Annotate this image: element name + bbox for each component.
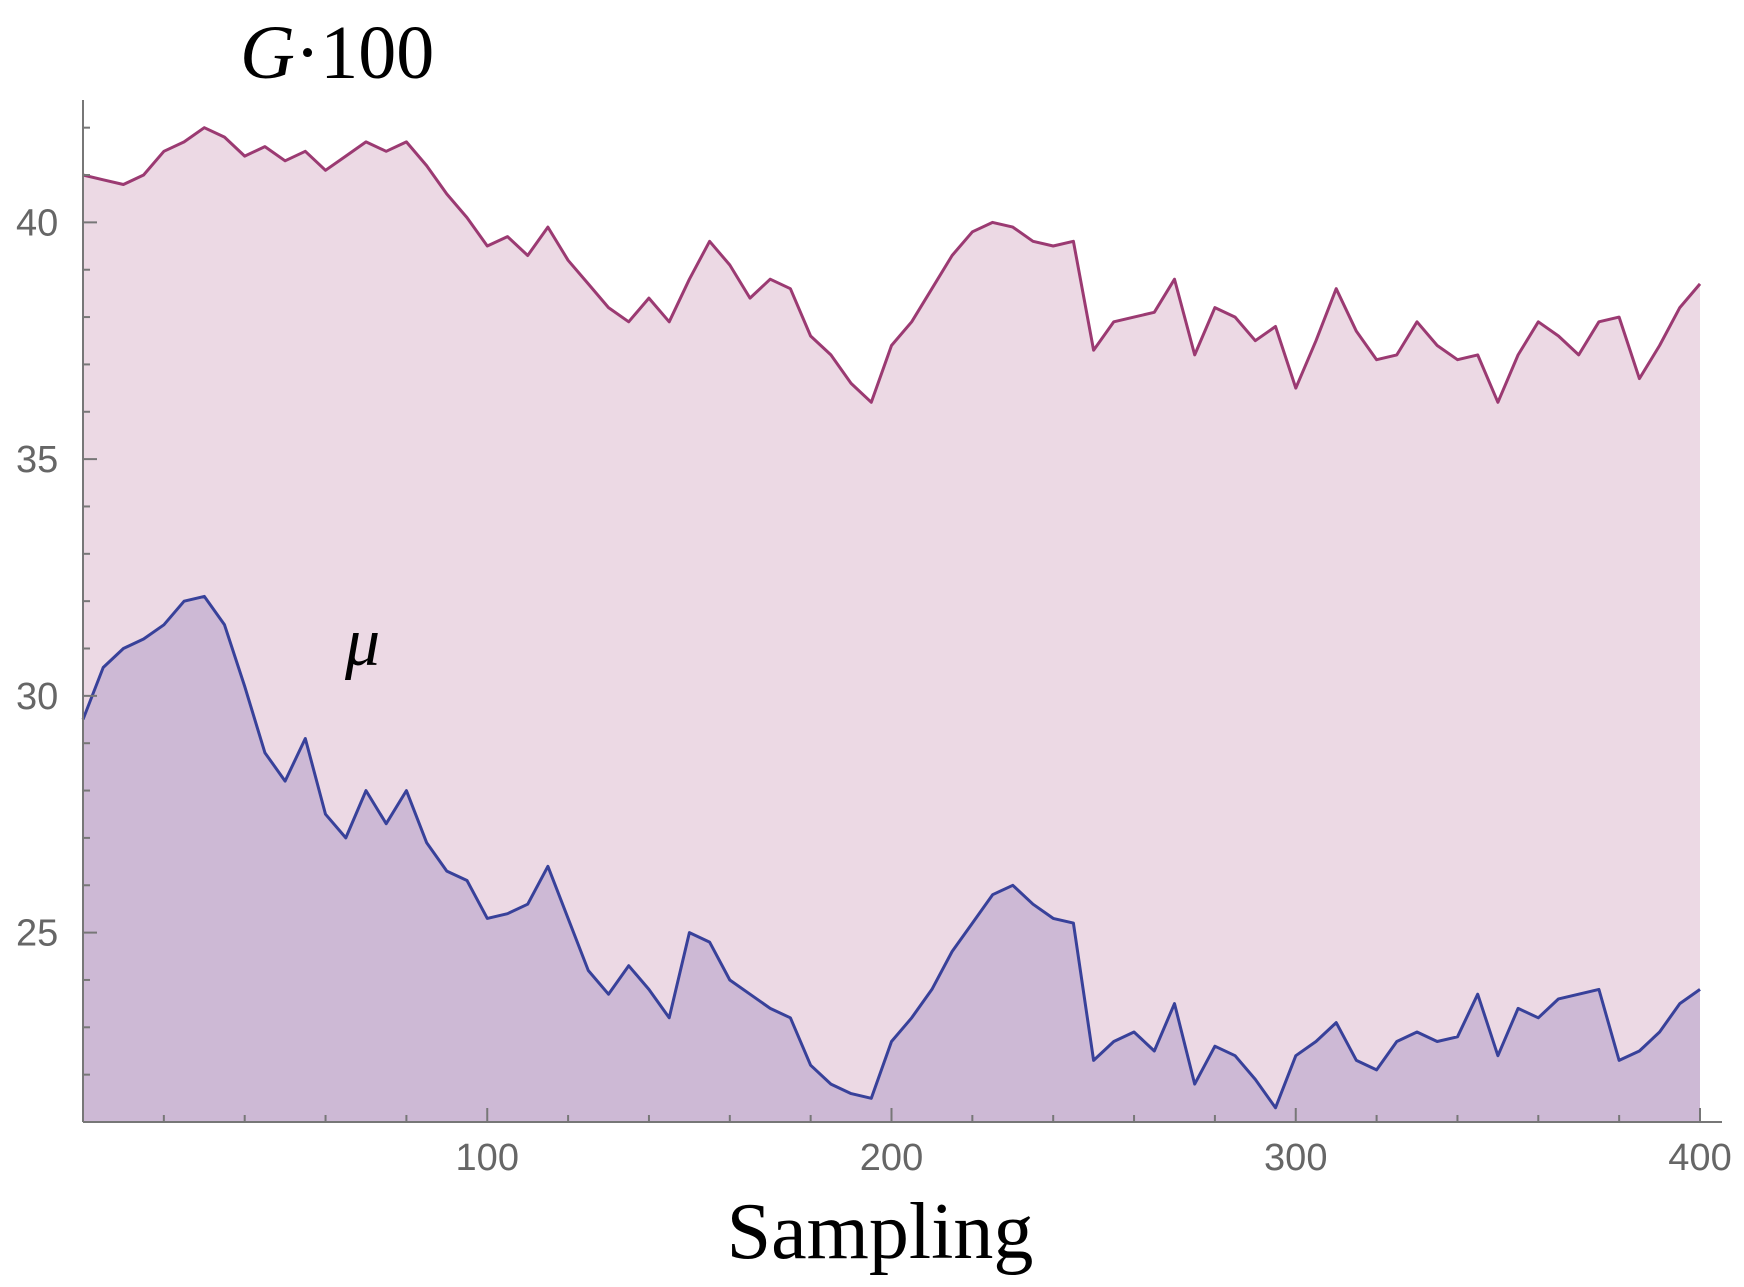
series-fills [83,127,1700,1122]
axes: 100 200 300 400 25 30 35 40 [16,100,1732,1179]
series-label-g-suffix: ·100 [295,11,434,95]
y-tick-label: 40 [16,202,58,244]
x-tick-label: 400 [1668,1137,1731,1179]
x-axis-title: Sampling [727,1188,1034,1276]
y-tick-label: 25 [16,913,58,955]
series-label-g: G·100 [240,11,434,95]
series-line-mu [81,594,1701,1110]
series-fill-mu [83,596,1700,1122]
labels: G·100 μ Sampling [240,11,1033,1276]
series-fill-g [83,127,1700,1122]
series-label-g-symbol: G [240,11,295,95]
series-lines [81,126,1702,1110]
series-line-g [82,126,1702,404]
x-tick-label: 100 [456,1137,519,1179]
x-tick-label: 300 [1264,1137,1327,1179]
y-tick-label: 30 [16,676,58,718]
series-label-mu: μ [344,604,380,681]
x-tick-label: 200 [860,1137,923,1179]
y-tick-label: 35 [16,439,58,481]
